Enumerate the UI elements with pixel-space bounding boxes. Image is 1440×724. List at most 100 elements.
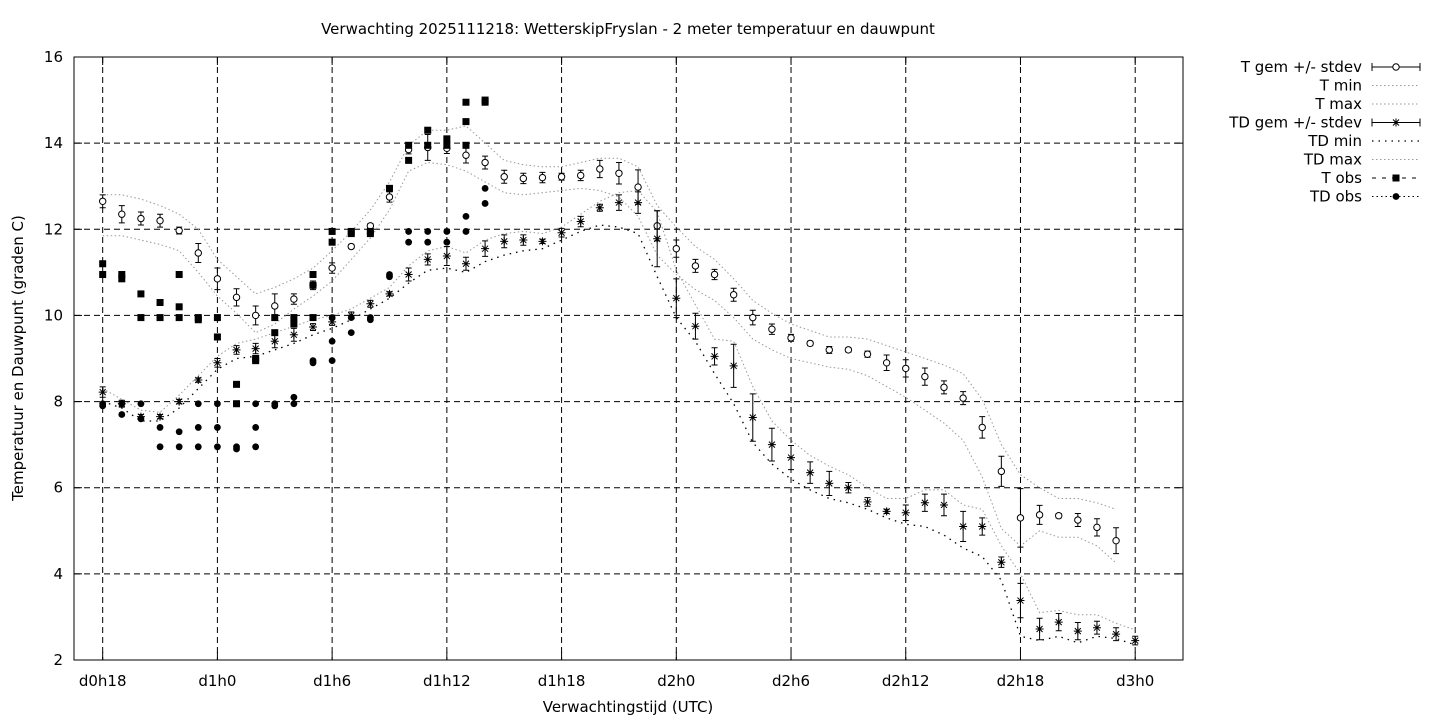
series-4 [98,191,1140,646]
point-star [519,236,528,245]
chart-title: Verwachting 2025111218: WetterskipFrysla… [321,20,935,38]
point-star [882,507,891,516]
series-line [102,189,1136,631]
point-star [328,317,337,326]
point-circle [1093,523,1101,532]
point-square [443,141,451,149]
point-star [767,440,776,449]
y-axis-label: Temperatuur en Dauwpunt (graden C) [9,215,27,502]
legend-label: T gem +/- stdev [1240,58,1362,76]
point-circle [729,291,738,299]
point-star [557,228,566,237]
point-circle [251,311,260,320]
point-circle [844,346,853,354]
point-dot [137,400,145,408]
point-circle [232,293,241,302]
point-star [251,344,260,353]
point-square [137,290,145,298]
point-star [901,508,910,517]
point-dot [156,443,164,451]
point-star [1016,596,1025,605]
point-dot [252,424,260,431]
point-square [405,141,413,149]
point-square [366,230,374,238]
point-star [481,244,490,253]
point-dot [194,400,202,408]
point-circle [997,467,1006,476]
point-circle [1016,514,1025,522]
legend-label: TD min [1307,132,1362,150]
point-circle [1055,512,1063,520]
point-circle [902,364,910,373]
point-dot [366,316,374,324]
point-star [538,237,547,246]
point-circle [500,173,508,181]
point-circle [481,158,489,167]
point-star [595,203,604,212]
point-circle [290,295,298,303]
y-tick-label: 6 [53,479,63,497]
point-dot [214,443,221,451]
point-star [691,322,700,331]
y-tick-label: 12 [44,220,63,238]
point-square [118,275,126,283]
point-circle [806,339,814,348]
point-star [385,289,394,298]
point-circle [940,383,948,392]
point-star [423,255,432,264]
point-star [289,330,298,339]
point-star [194,376,203,385]
point-star [1392,118,1400,127]
point-star [825,479,834,488]
point-square [481,98,489,106]
point-dot [271,402,279,410]
point-star [309,323,318,332]
point-star [920,498,929,507]
series-2 [102,161,1117,564]
point-square [405,156,413,164]
point-circle [538,173,547,182]
point-square [462,98,470,106]
point-star [710,352,719,361]
point-circle [462,151,470,159]
point-square [290,320,298,328]
point-dot [233,445,240,453]
point-star [366,299,375,308]
point-dot [405,238,413,246]
point-circle [271,302,279,310]
point-star [729,361,738,370]
point-dot [424,228,432,235]
series-6 [102,189,1136,631]
point-circle [1035,511,1044,519]
point-circle [615,169,623,177]
x-tick-label: d1h6 [313,672,351,690]
point-star [270,337,279,346]
point-dot [443,228,451,235]
point-dot [405,228,413,235]
point-star [672,294,681,303]
y-tick-label: 14 [44,134,63,152]
point-square [175,314,183,322]
plot-frame [73,56,1184,661]
point-circle [787,334,795,342]
legend-label: T min [1319,77,1362,95]
point-dot [175,428,183,436]
legend-label: TD max [1303,151,1362,169]
point-dot [481,200,489,207]
grid [74,57,1183,660]
point-star [806,468,815,477]
point-square [252,357,260,365]
point-circle [194,249,202,257]
point-dot [424,238,432,246]
series-1 [98,134,1120,555]
point-square [271,329,279,337]
point-square [271,314,279,322]
point-square [175,303,183,311]
point-star [1131,636,1140,645]
point-dot [328,337,336,345]
point-circle [921,372,929,381]
series-line [102,161,1117,564]
point-circle [634,183,642,191]
point-dot [252,400,260,408]
x-tick-label: d1h12 [423,672,471,690]
